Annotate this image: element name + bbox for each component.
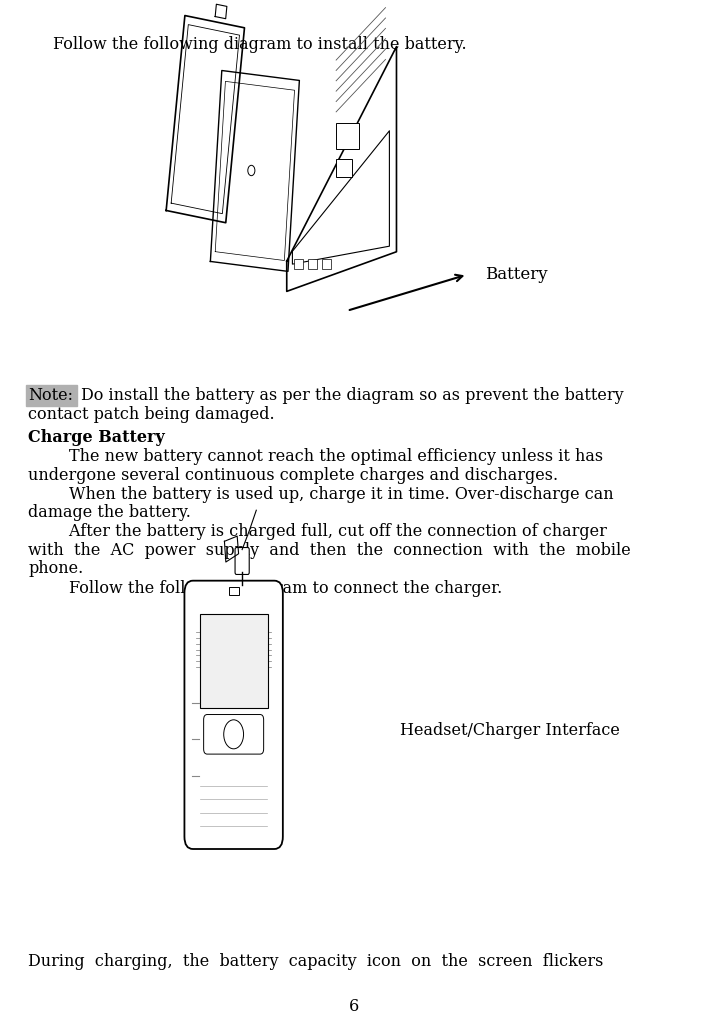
Text: Headset/Charger Interface: Headset/Charger Interface [400,722,620,739]
Text: Follow the following diagram to install the battery.: Follow the following diagram to install … [53,36,467,53]
Text: After the battery is charged full, cut off the connection of charger: After the battery is charged full, cut o… [28,523,607,540]
FancyBboxPatch shape [184,580,283,850]
Text: Charge Battery: Charge Battery [28,429,165,445]
Text: When the battery is used up, charge it in time. Over-discharge can: When the battery is used up, charge it i… [28,486,614,502]
Text: undergone several continuous complete charges and discharges.: undergone several continuous complete ch… [28,467,559,484]
FancyBboxPatch shape [204,715,263,754]
FancyBboxPatch shape [229,586,239,595]
Text: phone.: phone. [28,560,84,577]
FancyBboxPatch shape [26,385,77,406]
FancyBboxPatch shape [200,614,268,709]
FancyBboxPatch shape [336,123,359,149]
FancyBboxPatch shape [235,547,249,574]
Text: The new battery cannot reach the optimal efficiency unless it has: The new battery cannot reach the optimal… [28,449,603,465]
Text: damage the battery.: damage the battery. [28,505,191,521]
Circle shape [248,166,255,176]
Text: with  the  AC  power  supply  and  then  the  connection  with  the  mobile: with the AC power supply and then the co… [28,542,631,558]
Text: contact patch being damaged.: contact patch being damaged. [28,406,275,423]
Text: 6: 6 [349,999,359,1015]
Text: During  charging,  the  battery  capacity  icon  on  the  screen  flickers: During charging, the battery capacity ic… [28,953,604,970]
Text: Do install the battery as per the diagram so as prevent the battery: Do install the battery as per the diagra… [81,387,624,404]
FancyBboxPatch shape [308,259,317,269]
Circle shape [224,720,244,749]
FancyBboxPatch shape [336,159,352,177]
Text: Note:: Note: [28,387,74,404]
Text: Follow the following diagram to connect the charger.: Follow the following diagram to connect … [28,580,503,597]
Text: Battery: Battery [485,266,547,283]
FancyBboxPatch shape [294,259,303,269]
FancyBboxPatch shape [322,259,331,269]
